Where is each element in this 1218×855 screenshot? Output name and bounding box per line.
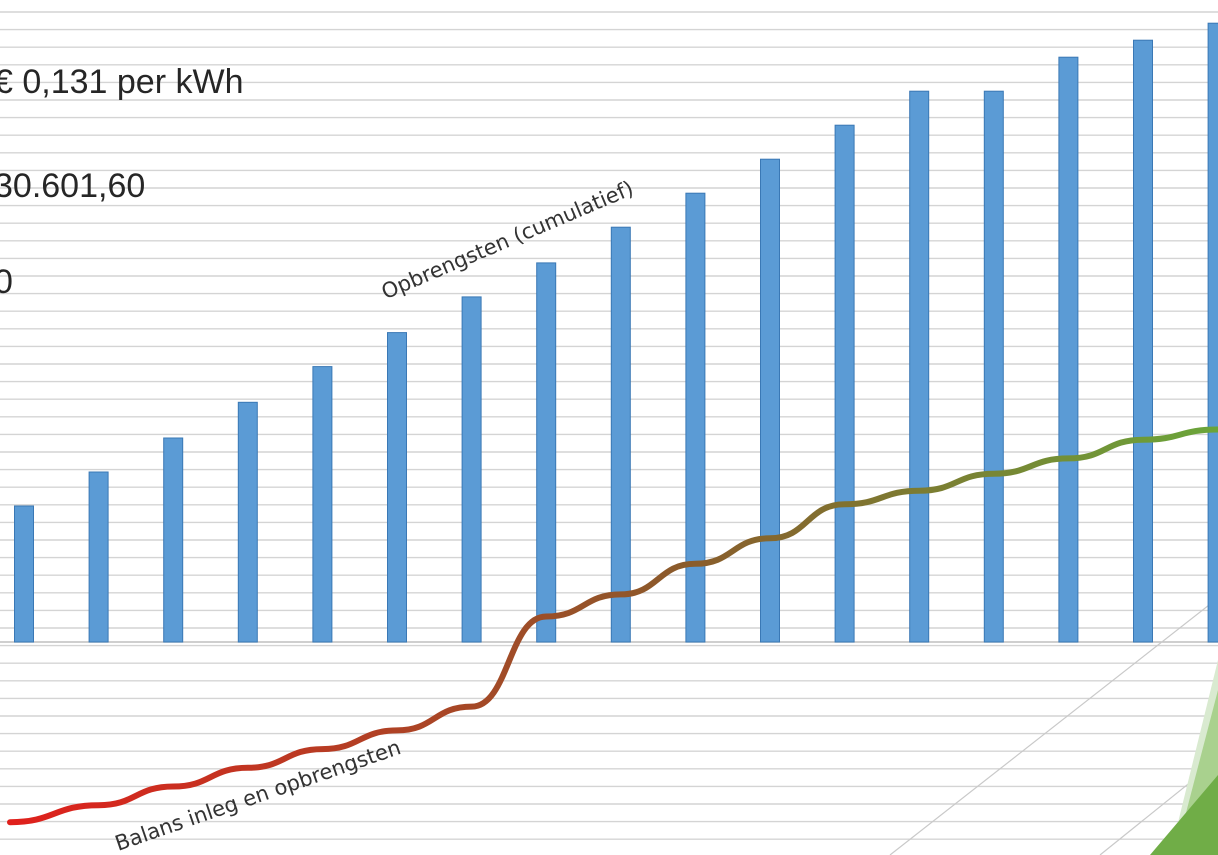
bar-4 bbox=[237, 401, 258, 643]
amount-text: 30.601,60 bbox=[0, 167, 146, 205]
bar-8 bbox=[536, 262, 557, 643]
decor-diagonal-line bbox=[889, 597, 1218, 855]
bar-12 bbox=[834, 124, 855, 643]
decor-triangle-dark bbox=[1150, 775, 1218, 855]
bar-10 bbox=[685, 192, 706, 643]
gridlines bbox=[0, 11, 1218, 840]
bar-11 bbox=[760, 158, 780, 643]
bar-14 bbox=[983, 90, 1004, 643]
line-series-balans bbox=[7, 426, 1218, 826]
bar-3 bbox=[163, 437, 184, 643]
bar-17 bbox=[1207, 22, 1218, 643]
bar-13 bbox=[909, 90, 930, 643]
bar-series-opbrengsten bbox=[14, 22, 1218, 643]
bar-5 bbox=[312, 366, 333, 643]
bar-7 bbox=[461, 296, 482, 643]
bar-15 bbox=[1058, 56, 1079, 643]
price-per-kwh-text: € 0,131 per kWh bbox=[0, 63, 244, 101]
bar-2 bbox=[88, 471, 109, 643]
decorative-triangle bbox=[889, 597, 1218, 855]
bar-6 bbox=[387, 332, 407, 643]
bar-1 bbox=[14, 505, 34, 643]
line-balans bbox=[7, 426, 1218, 826]
partial-value-text: 0 bbox=[0, 263, 13, 301]
bar-9 bbox=[610, 226, 631, 643]
bar-16 bbox=[1133, 39, 1153, 643]
